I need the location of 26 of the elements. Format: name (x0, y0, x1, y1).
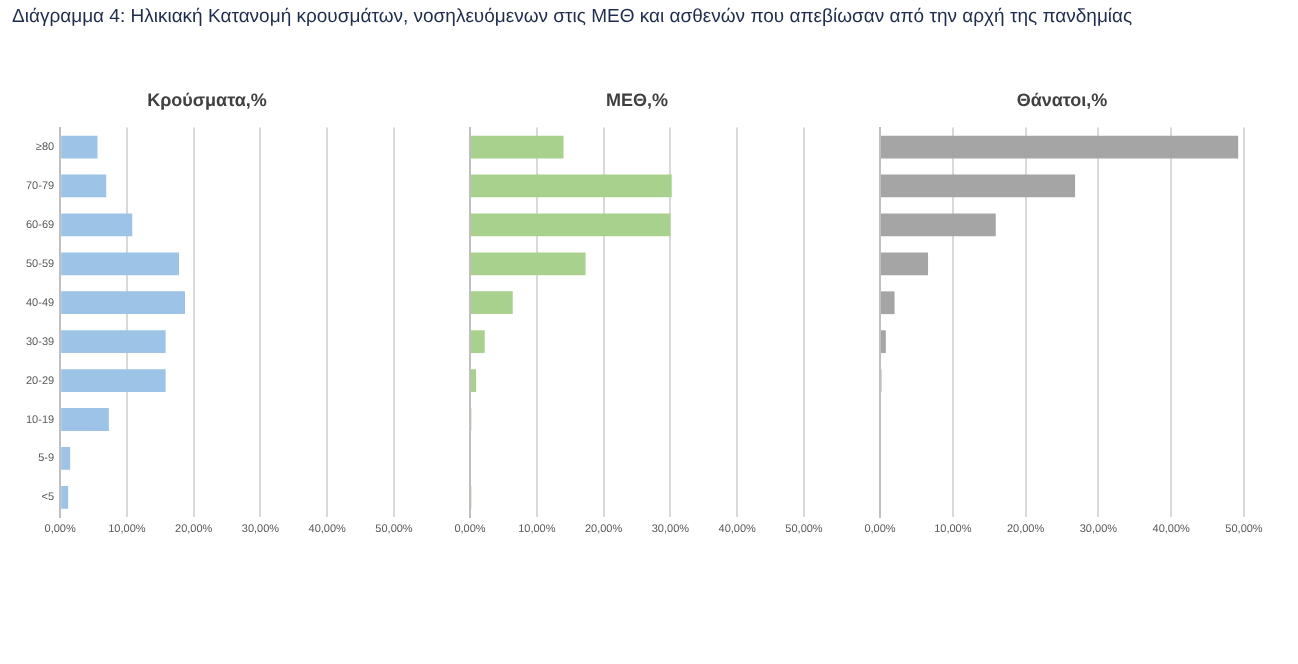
bar (471, 291, 513, 315)
bar (471, 174, 672, 198)
bar (881, 252, 929, 276)
bar (61, 174, 107, 198)
text: Διάγραμμα 4: Ηλικιακή Κατανομή κρουσμάτων, νοσηλευόμενων στις ΜΕΘ και ασθενών που απεβίωσαν από την αρχή της πανδημίας (12, 6, 1133, 28)
bar (61, 213, 133, 237)
bar (471, 213, 671, 237)
bar (61, 447, 71, 470)
bar (471, 369, 477, 392)
bar (61, 252, 179, 276)
bar (881, 174, 1076, 198)
bar (881, 135, 1239, 159)
bar (471, 330, 485, 354)
bar (471, 252, 586, 276)
bar (881, 291, 895, 315)
chart-title: Θάνατοι,% (1016, 89, 1108, 110)
bar (61, 485, 69, 509)
chart-title: ΜΕΘ,% (605, 89, 669, 110)
bar (471, 135, 564, 159)
bar (61, 291, 185, 315)
bar (61, 408, 109, 431)
bar (881, 213, 996, 237)
bar (61, 330, 166, 354)
bar (61, 135, 98, 159)
bar (61, 369, 166, 392)
chart-title: Κρούσματα,% (147, 89, 267, 110)
